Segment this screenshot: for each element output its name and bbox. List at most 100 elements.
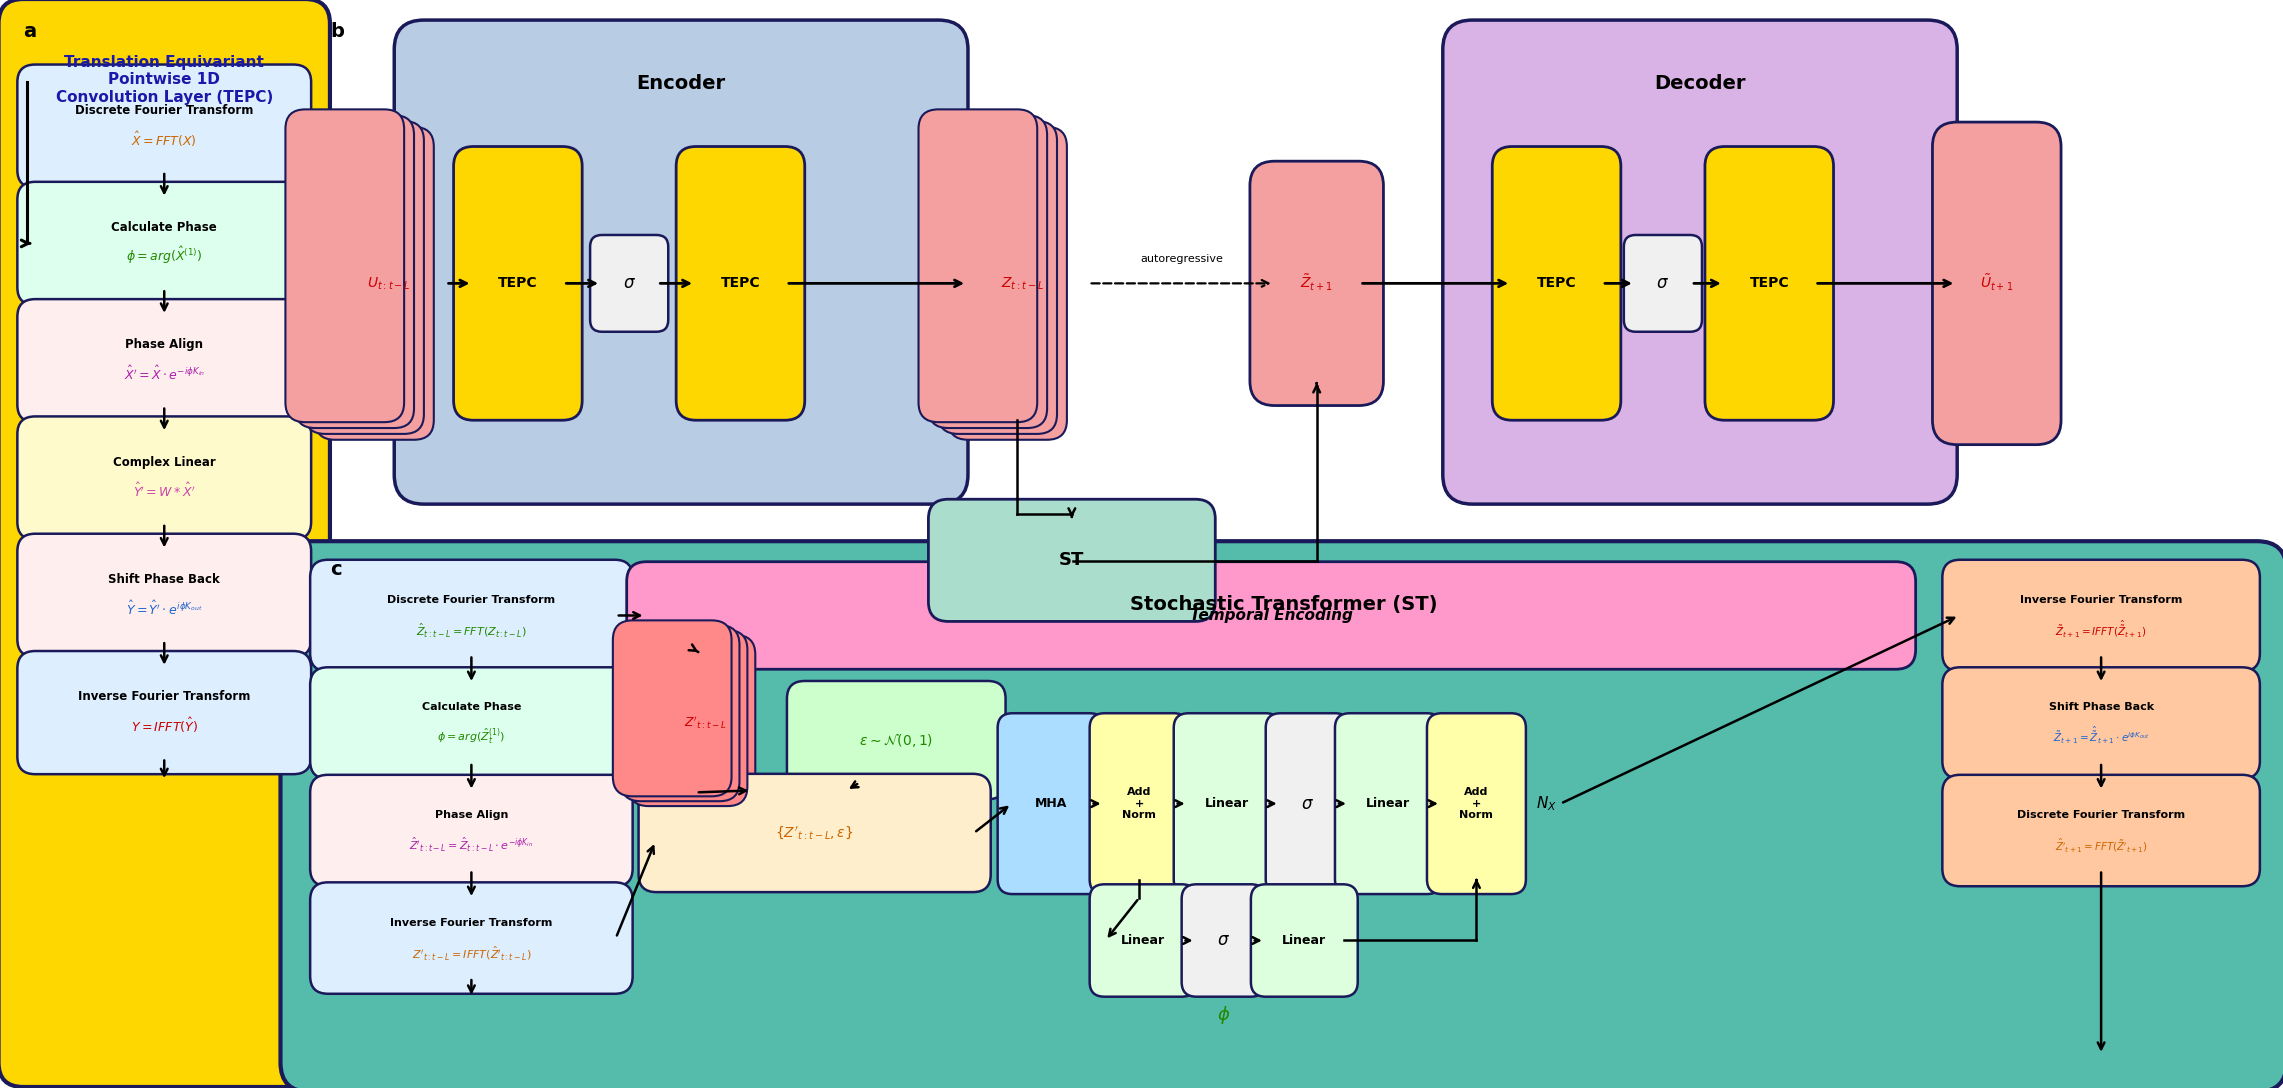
Text: Complex Linear: Complex Linear bbox=[112, 456, 215, 469]
FancyBboxPatch shape bbox=[454, 147, 582, 420]
Text: $\sigma$: $\sigma$ bbox=[623, 274, 635, 293]
Text: $\phi = arg(\hat{X}^{(1)})$: $\phi = arg(\hat{X}^{(1)})$ bbox=[126, 245, 203, 265]
FancyBboxPatch shape bbox=[0, 0, 331, 1087]
Text: Linear: Linear bbox=[1121, 934, 1164, 947]
Text: $\hat{Y} = \hat{Y}' \cdot e^{i\phi K_{out}}$: $\hat{Y} = \hat{Y}' \cdot e^{i\phi K_{ou… bbox=[126, 599, 203, 618]
FancyBboxPatch shape bbox=[947, 127, 1066, 440]
Text: a: a bbox=[23, 22, 37, 40]
FancyBboxPatch shape bbox=[589, 235, 669, 332]
Text: TEPC: TEPC bbox=[721, 276, 760, 290]
Text: $\tilde{Z}_{t+1} = \hat{\tilde{Z}}_{t+1} \cdot e^{i\phi K_{out}}$: $\tilde{Z}_{t+1} = \hat{\tilde{Z}}_{t+1}… bbox=[2052, 726, 2151, 746]
Text: $\phi$: $\phi$ bbox=[1217, 1003, 1231, 1026]
Text: $Z'_{t:t-L}$: $Z'_{t:t-L}$ bbox=[685, 715, 728, 731]
Text: Temporal Encoding: Temporal Encoding bbox=[1189, 608, 1352, 623]
FancyBboxPatch shape bbox=[929, 115, 1048, 428]
FancyBboxPatch shape bbox=[1943, 559, 2260, 671]
FancyBboxPatch shape bbox=[1427, 714, 1525, 894]
FancyBboxPatch shape bbox=[18, 417, 310, 540]
Text: Shift Phase Back: Shift Phase Back bbox=[107, 572, 219, 585]
Text: TEPC: TEPC bbox=[498, 276, 539, 290]
FancyBboxPatch shape bbox=[310, 559, 632, 671]
Text: $\tilde{Z}_{t+1}$: $\tilde{Z}_{t+1}$ bbox=[1301, 273, 1333, 294]
Text: $\hat{X}' = \hat{X} \cdot e^{-i\phi K_{in}}$: $\hat{X}' = \hat{X} \cdot e^{-i\phi K_{i… bbox=[123, 366, 205, 383]
Text: Calculate Phase: Calculate Phase bbox=[422, 703, 521, 713]
FancyBboxPatch shape bbox=[1943, 667, 2260, 779]
FancyBboxPatch shape bbox=[1249, 161, 1383, 406]
Text: $\tilde{Z}_{t+1} = IFFT(\hat{\tilde{Z}}_{t+1})$: $\tilde{Z}_{t+1} = IFFT(\hat{\tilde{Z}}_… bbox=[2055, 618, 2146, 639]
FancyBboxPatch shape bbox=[295, 115, 413, 428]
Text: $U_{t:t-L}$: $U_{t:t-L}$ bbox=[368, 275, 411, 292]
Text: $\sigma$: $\sigma$ bbox=[1301, 794, 1315, 813]
Text: autoregressive: autoregressive bbox=[1139, 254, 1224, 263]
FancyBboxPatch shape bbox=[628, 561, 1915, 669]
Text: $\tilde{U}_{t+1}$: $\tilde{U}_{t+1}$ bbox=[1979, 273, 2014, 294]
FancyBboxPatch shape bbox=[1089, 714, 1189, 894]
Text: Linear: Linear bbox=[1283, 934, 1326, 947]
Text: Phase Align: Phase Align bbox=[126, 338, 203, 351]
FancyBboxPatch shape bbox=[306, 121, 425, 434]
FancyBboxPatch shape bbox=[18, 64, 310, 188]
FancyBboxPatch shape bbox=[18, 299, 310, 422]
FancyBboxPatch shape bbox=[1173, 714, 1281, 894]
Text: Inverse Fourier Transform: Inverse Fourier Transform bbox=[78, 690, 251, 703]
FancyBboxPatch shape bbox=[18, 651, 310, 775]
Text: Linear: Linear bbox=[1365, 798, 1411, 811]
FancyBboxPatch shape bbox=[281, 541, 2283, 1088]
FancyBboxPatch shape bbox=[1251, 885, 1358, 997]
FancyBboxPatch shape bbox=[1089, 885, 1196, 997]
Text: b: b bbox=[331, 22, 345, 40]
Text: Shift Phase Back: Shift Phase Back bbox=[2048, 703, 2153, 713]
Text: $\epsilon \sim \mathcal{N}(0,1)$: $\epsilon \sim \mathcal{N}(0,1)$ bbox=[858, 731, 934, 750]
FancyBboxPatch shape bbox=[315, 127, 434, 440]
Text: Add
+
Norm: Add + Norm bbox=[1459, 787, 1493, 820]
FancyBboxPatch shape bbox=[628, 630, 747, 806]
FancyBboxPatch shape bbox=[18, 182, 310, 305]
FancyBboxPatch shape bbox=[1943, 775, 2260, 887]
FancyBboxPatch shape bbox=[929, 499, 1215, 621]
FancyBboxPatch shape bbox=[1931, 122, 2062, 445]
FancyBboxPatch shape bbox=[1183, 885, 1265, 997]
Text: Discrete Fourier Transform: Discrete Fourier Transform bbox=[2018, 809, 2185, 820]
FancyBboxPatch shape bbox=[310, 667, 632, 779]
Text: Translation Equivariant
Pointwise 1D
Convolution Layer (TEPC): Translation Equivariant Pointwise 1D Con… bbox=[55, 54, 274, 104]
FancyBboxPatch shape bbox=[1623, 235, 1701, 332]
Text: $\hat{Z}'_{t+1} = FFT(\tilde{Z}'_{t+1})$: $\hat{Z}'_{t+1} = FFT(\tilde{Z}'_{t+1})$ bbox=[2055, 836, 2148, 854]
FancyBboxPatch shape bbox=[1493, 147, 1621, 420]
FancyBboxPatch shape bbox=[998, 714, 1105, 894]
Text: $\hat{X} = FFT(X)$: $\hat{X} = FFT(X)$ bbox=[132, 129, 196, 149]
FancyBboxPatch shape bbox=[612, 620, 731, 796]
FancyBboxPatch shape bbox=[788, 681, 1005, 800]
Text: Add
+
Norm: Add + Norm bbox=[1123, 787, 1155, 820]
Text: $\{Z'_{t:t-L}, \epsilon\}$: $\{Z'_{t:t-L}, \epsilon\}$ bbox=[776, 825, 854, 841]
Text: $\phi = arg(\hat{Z}_t^{(1)})$: $\phi = arg(\hat{Z}_t^{(1)})$ bbox=[438, 727, 505, 746]
FancyBboxPatch shape bbox=[18, 534, 310, 657]
FancyBboxPatch shape bbox=[676, 147, 804, 420]
FancyBboxPatch shape bbox=[310, 882, 632, 993]
Text: Encoder: Encoder bbox=[637, 74, 726, 92]
FancyBboxPatch shape bbox=[1265, 714, 1349, 894]
Text: MHA: MHA bbox=[1034, 798, 1066, 811]
Text: TEPC: TEPC bbox=[1749, 276, 1790, 290]
Text: Inverse Fourier Transform: Inverse Fourier Transform bbox=[390, 917, 552, 928]
Text: TEPC: TEPC bbox=[1536, 276, 1575, 290]
Text: $\hat{Y}' = W * \hat{X}'$: $\hat{Y}' = W * \hat{X}'$ bbox=[132, 482, 196, 500]
Text: $\sigma$: $\sigma$ bbox=[1217, 931, 1231, 950]
Text: $Z_{t:t-L}$: $Z_{t:t-L}$ bbox=[1000, 275, 1043, 292]
Text: Discrete Fourier Transform: Discrete Fourier Transform bbox=[388, 595, 555, 605]
FancyBboxPatch shape bbox=[918, 110, 1036, 422]
FancyBboxPatch shape bbox=[285, 110, 404, 422]
Text: $Y = IFFT(\hat{Y})$: $Y = IFFT(\hat{Y})$ bbox=[130, 716, 199, 735]
FancyBboxPatch shape bbox=[310, 775, 632, 887]
FancyBboxPatch shape bbox=[621, 626, 740, 801]
Text: $N_X$: $N_X$ bbox=[1536, 794, 1557, 813]
FancyBboxPatch shape bbox=[1443, 20, 1957, 504]
Text: c: c bbox=[331, 560, 342, 579]
FancyBboxPatch shape bbox=[1705, 147, 1833, 420]
Text: Inverse Fourier Transform: Inverse Fourier Transform bbox=[2020, 595, 2183, 605]
Text: Phase Align: Phase Align bbox=[434, 809, 509, 820]
Text: $\hat{Z}'_{t:t-L} = \hat{Z}_{t:t-L} \cdot e^{-i\phi K_{in}}$: $\hat{Z}'_{t:t-L} = \hat{Z}_{t:t-L} \cdo… bbox=[409, 836, 534, 854]
FancyBboxPatch shape bbox=[1336, 714, 1443, 894]
Text: Decoder: Decoder bbox=[1655, 74, 1746, 92]
FancyBboxPatch shape bbox=[639, 774, 991, 892]
FancyBboxPatch shape bbox=[395, 20, 968, 504]
